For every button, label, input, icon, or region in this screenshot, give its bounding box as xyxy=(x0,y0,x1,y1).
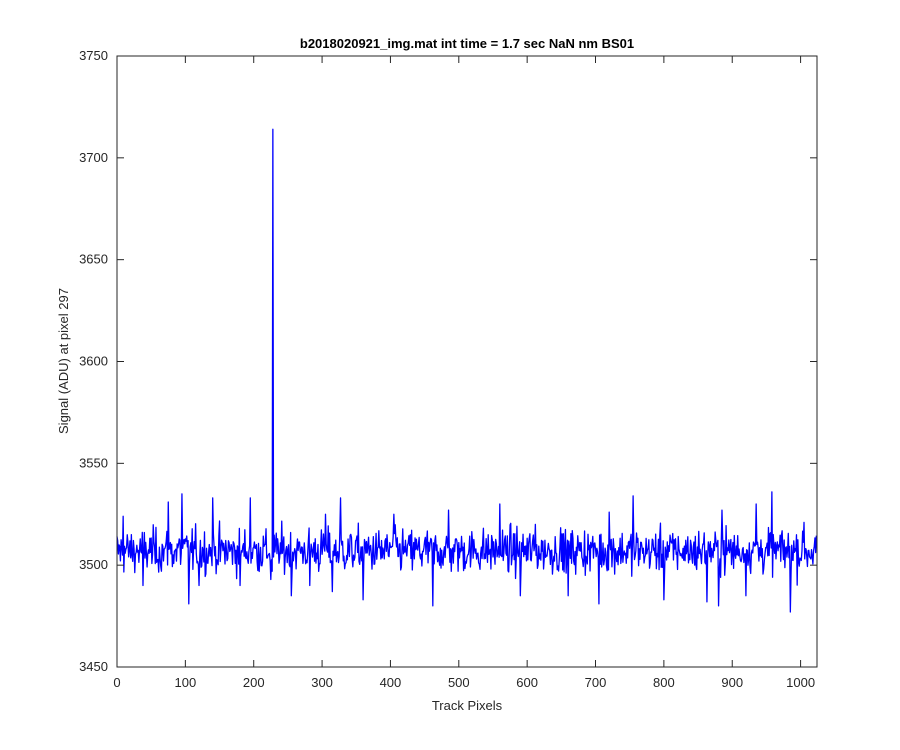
x-tick-label: 800 xyxy=(653,675,675,690)
x-tick-label: 200 xyxy=(243,675,265,690)
ticks-layer: 0 100 200 300 400 500 600 700 800 900 1000 3450 3500… xyxy=(79,48,817,690)
x-tick-label: 400 xyxy=(380,675,402,690)
chart-title: b2018020921_img.mat int time = 1.7 sec N… xyxy=(300,36,634,51)
x-axis-label: Track Pixels xyxy=(432,698,503,713)
series-layer xyxy=(116,128,817,613)
x-tick-label: 0 xyxy=(113,675,120,690)
plot-area xyxy=(117,56,817,667)
y-tick-label: 3500 xyxy=(79,557,108,572)
x-tick-label: 600 xyxy=(516,675,538,690)
series-line xyxy=(116,128,817,613)
y-tick-label: 3450 xyxy=(79,659,108,674)
x-tick-label: 100 xyxy=(175,675,197,690)
x-tick-label: 1000 xyxy=(786,675,815,690)
y-tick-label: 3650 xyxy=(79,252,108,267)
x-tick-label: 500 xyxy=(448,675,470,690)
y-axis-label: Signal (ADU) at pixel 297 xyxy=(56,288,71,434)
x-tick-label: 700 xyxy=(585,675,607,690)
y-tick-label: 3600 xyxy=(79,354,108,369)
x-tick-label: 900 xyxy=(721,675,743,690)
y-tick-label: 3750 xyxy=(79,48,108,63)
y-tick-label: 3550 xyxy=(79,455,108,470)
y-tick-label: 3700 xyxy=(79,150,108,165)
x-tick-label: 300 xyxy=(311,675,333,690)
